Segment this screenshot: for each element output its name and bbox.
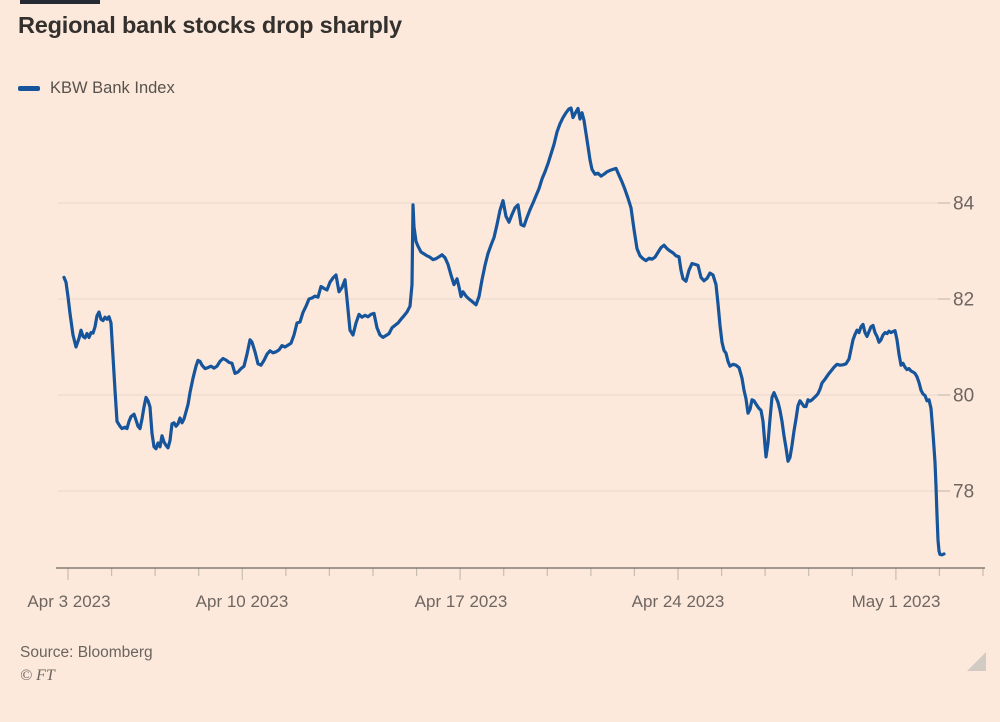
y-axis-label: 80 [953,386,974,407]
kbw-index-line [62,106,946,557]
x-axis-label: Apr 3 2023 [27,592,110,611]
y-axis-label: 84 [953,194,975,215]
legend: KBW Bank Index [18,79,175,98]
y-axis-label: 82 [953,290,974,311]
source-text: Source: Bloomberg [20,644,153,661]
copyright-text: © FT [20,667,55,684]
x-axis-label: May 1 2023 [852,592,941,611]
legend-line-swatch [18,86,40,91]
legend-label: KBW Bank Index [50,79,175,97]
y-axis-label: 78 [953,482,974,503]
resize-handle-icon[interactable] [967,652,986,671]
chart-title: Regional bank stocks drop sharply [18,12,402,38]
x-axis-label: Apr 10 2023 [196,592,289,611]
x-axis-label: Apr 17 2023 [415,592,508,611]
x-axis-label: Apr 24 2023 [632,592,725,611]
top-left-clipped-bar [20,0,100,4]
